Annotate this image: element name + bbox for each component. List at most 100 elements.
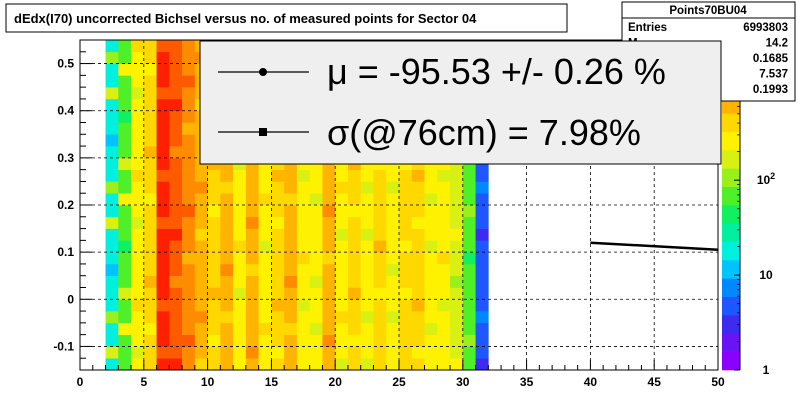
heatmap-cell: [207, 169, 221, 182]
heatmap-cell: [296, 322, 310, 335]
heatmap-cell: [424, 181, 438, 194]
heatmap-cell: [131, 193, 145, 206]
heatmap-cell: [335, 169, 349, 182]
heatmap-cell: [156, 240, 170, 253]
heatmap-cell: [258, 311, 272, 324]
heatmap-cell: [373, 358, 387, 371]
palette-swatch: [722, 315, 740, 334]
heatmap-cell: [462, 228, 476, 241]
heatmap-cell: [233, 240, 247, 253]
heatmap-cell: [131, 322, 145, 335]
heatmap-cell: [220, 240, 234, 253]
x-tick-label: 0: [77, 375, 84, 389]
heatmap-cell: [156, 311, 170, 324]
heatmap-cell: [118, 169, 132, 182]
heatmap-cell: [156, 263, 170, 277]
heatmap-cell: [245, 311, 259, 324]
heatmap-cell: [182, 134, 196, 147]
heatmap-cell: [169, 181, 183, 194]
heatmap-cell: [309, 275, 323, 288]
heatmap-cell: [131, 134, 145, 147]
heatmap-cell: [296, 299, 310, 312]
heatmap-cell: [386, 263, 400, 277]
heatmap-cell: [399, 240, 413, 253]
heatmap-cell: [194, 216, 208, 229]
heatmap-cell: [220, 252, 234, 265]
heatmap-cell: [360, 334, 374, 347]
heatmap-cell: [411, 311, 425, 324]
heatmap-cell: [169, 110, 183, 123]
x-tick-label: 20: [329, 375, 343, 389]
heatmap-cell: [462, 240, 476, 253]
heatmap-cell: [156, 252, 170, 265]
heatmap-cell: [182, 205, 196, 218]
y-tick-label: 0.1: [57, 245, 74, 259]
heatmap-cell: [233, 299, 247, 312]
heatmap-cell: [156, 216, 170, 229]
heatmap-cell: [258, 240, 272, 253]
heatmap-cell: [169, 51, 183, 64]
heatmap-cell: [143, 110, 157, 123]
heatmap-cell: [424, 193, 438, 206]
legend-entry-sigma: σ(@76cm) = 7.98%: [218, 112, 641, 153]
heatmap-cell: [309, 252, 323, 265]
heatmap-cell: [424, 240, 438, 253]
heatmap-cell: [131, 334, 145, 347]
heatmap-cell: [386, 205, 400, 218]
heatmap-cell: [182, 110, 196, 123]
heatmap-cell: [437, 346, 451, 359]
heatmap-cell: [131, 169, 145, 182]
heatmap-cell: [335, 216, 349, 229]
heatmap-cell: [424, 299, 438, 312]
heatmap-cell: [271, 228, 285, 241]
heatmap-cell: [169, 157, 183, 170]
heatmap-cell: [347, 311, 362, 324]
heatmap-cell: [322, 334, 336, 347]
heatmap-cell: [245, 275, 259, 288]
heatmap-cell: [322, 311, 336, 324]
heatmap-cell: [156, 275, 170, 288]
stats-row-value: 6993803: [743, 22, 788, 34]
heatmap-cell: [207, 205, 221, 218]
heatmap-cell: [156, 358, 170, 371]
heatmap-cell: [143, 311, 157, 324]
heatmap-cell: [131, 358, 145, 371]
heatmap-cell: [105, 263, 119, 277]
heatmap-cell: [335, 193, 349, 206]
heatmap-cell: [411, 193, 425, 206]
heatmap-cell: [169, 322, 183, 335]
heatmap-cell: [322, 275, 336, 288]
heatmap-cell: [424, 311, 438, 324]
heatmap-cell: [309, 169, 323, 182]
heatmap-cell: [245, 358, 259, 371]
palette-swatch: [722, 241, 740, 261]
heatmap-cell: [131, 275, 145, 288]
heatmap-cell: [194, 263, 208, 277]
heatmap-cell: [233, 216, 247, 229]
heatmap-cell: [271, 252, 285, 265]
heatmap-cell: [411, 252, 425, 265]
heatmap-cell: [462, 181, 476, 194]
heatmap-cell: [296, 263, 310, 277]
heatmap-cell: [271, 322, 285, 335]
heatmap-cell: [118, 205, 132, 218]
heatmap-cell: [424, 205, 438, 218]
heatmap-cell: [245, 228, 259, 241]
heatmap-cell: [373, 205, 387, 218]
heatmap-cell: [207, 346, 221, 359]
heatmap-cell: [450, 334, 464, 347]
heatmap-cell: [245, 263, 259, 277]
heatmap-cell: [169, 346, 183, 359]
heatmap-cell: [233, 263, 247, 277]
heatmap-cell: [105, 287, 119, 300]
heatmap-cell: [424, 275, 438, 288]
heatmap-cell: [169, 240, 183, 253]
heatmap-cell: [335, 322, 349, 335]
heatmap-cell: [233, 346, 247, 359]
heatmap-cell: [296, 228, 310, 241]
heatmap-cell: [194, 275, 208, 288]
heatmap-cell: [143, 346, 157, 359]
heatmap-cell: [347, 322, 362, 335]
heatmap-cell: [105, 122, 119, 135]
heatmap-cell: [118, 263, 132, 277]
